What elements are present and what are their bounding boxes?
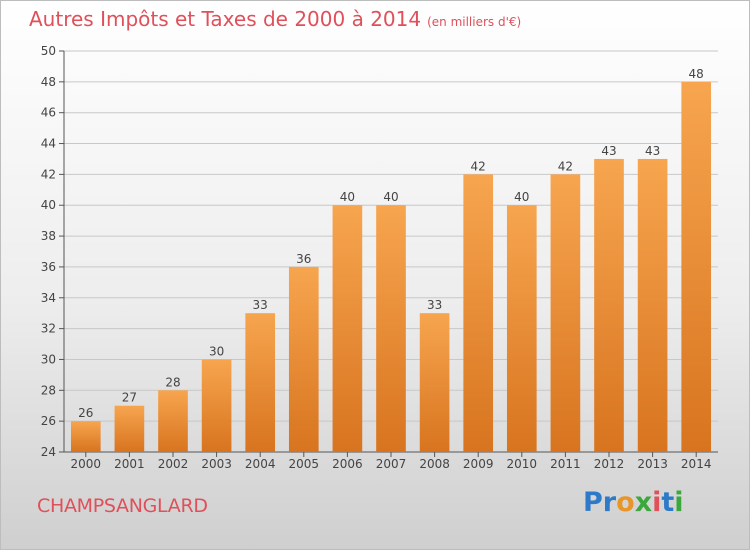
bar	[637, 158, 668, 452]
x-tick-label: 2007	[376, 457, 407, 471]
bar	[681, 81, 712, 452]
x-tick-label: 2008	[419, 457, 450, 471]
chart-title: Autres Impôts et Taxes de 2000 à 2014 (en…	[29, 7, 521, 31]
y-tick-label: 46	[41, 106, 56, 120]
x-tick-label: 2005	[289, 457, 320, 471]
chart-unit: (en milliers d'€)	[427, 15, 522, 29]
logo-letter: r	[602, 487, 617, 518]
bar	[463, 174, 494, 452]
y-tick-label: 48	[41, 75, 56, 89]
bar	[70, 421, 101, 452]
proxiti-logo: Proxiti	[583, 487, 684, 518]
bar	[332, 205, 363, 452]
bar-value-label: 27	[122, 391, 137, 405]
y-tick-label: 32	[41, 322, 56, 336]
bar	[419, 313, 450, 452]
bar	[114, 405, 145, 452]
bar	[594, 158, 624, 452]
x-tick-label: 2003	[201, 457, 232, 471]
bar-value-label: 42	[558, 159, 573, 173]
bar-value-label: 26	[78, 406, 93, 420]
bar-value-label: 40	[514, 190, 529, 204]
x-tick-label: 2004	[245, 457, 276, 471]
bar	[376, 205, 406, 452]
bar	[288, 266, 319, 452]
bar-value-label: 43	[645, 144, 660, 158]
x-tick-label: 2010	[507, 457, 538, 471]
x-tick-label: 2006	[332, 457, 363, 471]
bar-value-label: 40	[383, 190, 398, 204]
x-tick-label: 2001	[114, 457, 145, 471]
chart-title-text: Autres Impôts et Taxes de 2000 à 2014	[29, 7, 422, 31]
y-tick-label: 34	[41, 291, 56, 305]
commune-name: CHAMPSANGLARD	[37, 495, 208, 517]
bar-value-label: 40	[340, 190, 355, 204]
bar	[158, 390, 188, 452]
logo-letter: x	[634, 487, 653, 518]
bar-value-label: 48	[689, 67, 704, 81]
bar-value-label: 30	[209, 344, 224, 358]
bar	[245, 313, 276, 452]
x-tick-label: 2012	[594, 457, 625, 471]
x-tick-label: 2002	[158, 457, 189, 471]
logo-letter: o	[616, 487, 635, 518]
logo-letter: P	[583, 487, 603, 518]
bar-value-label: 43	[601, 144, 616, 158]
y-tick-label: 42	[41, 167, 56, 181]
x-tick-label: 2000	[71, 457, 102, 471]
x-tick-label: 2011	[550, 457, 581, 471]
y-tick-label: 36	[41, 260, 56, 274]
y-tick-label: 38	[41, 229, 56, 243]
bar-value-label: 36	[296, 252, 311, 266]
bar-value-label: 28	[165, 375, 180, 389]
bar	[201, 359, 232, 452]
y-tick-label: 50	[41, 44, 56, 58]
x-tick-label: 2014	[681, 457, 712, 471]
x-tick-label: 2013	[637, 457, 668, 471]
logo-letter: i	[674, 487, 684, 518]
y-tick-label: 24	[41, 445, 56, 459]
bar-value-label: 42	[471, 159, 486, 173]
logo-letter: i	[652, 487, 662, 518]
bar	[550, 174, 581, 452]
y-tick-label: 30	[41, 352, 56, 366]
x-tick-label: 2009	[463, 457, 494, 471]
y-tick-label: 28	[41, 383, 56, 397]
bar-value-label: 33	[253, 298, 268, 312]
y-tick-label: 26	[41, 414, 56, 428]
logo-letter: t	[661, 487, 675, 518]
bar-value-label: 33	[427, 298, 442, 312]
bar	[506, 205, 537, 452]
y-tick-label: 40	[41, 198, 56, 212]
y-tick-label: 44	[41, 137, 56, 151]
